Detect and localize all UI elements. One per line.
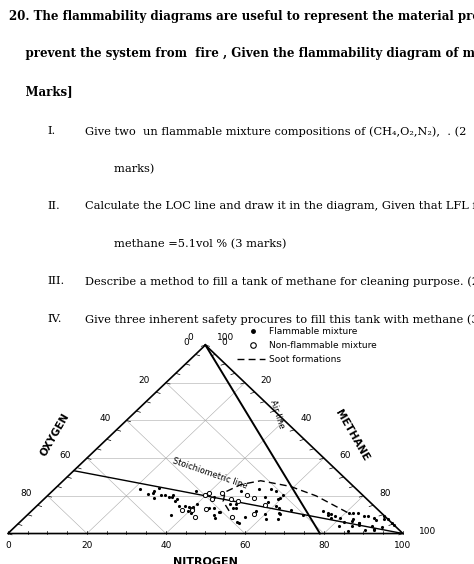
Text: IV.: IV.	[47, 314, 62, 324]
Text: 20: 20	[139, 376, 150, 385]
Text: methane =5.1vol % (3 marks): methane =5.1vol % (3 marks)	[85, 239, 287, 249]
Text: Air line: Air line	[268, 399, 286, 430]
Text: 40: 40	[99, 414, 110, 423]
Text: Give two  un flammable mixture compositions of (CH₄,O₂,N₂),  . (2: Give two un flammable mixture compositio…	[85, 126, 467, 136]
Text: 80: 80	[379, 489, 391, 498]
Text: 20. The flammability diagrams are useful to represent the material properties an: 20. The flammability diagrams are useful…	[9, 10, 474, 23]
Text: I.: I.	[47, 126, 55, 136]
Text: 60: 60	[60, 451, 71, 460]
Text: Marks]: Marks]	[9, 85, 73, 98]
Text: 80: 80	[20, 489, 32, 498]
Text: 60: 60	[340, 451, 351, 460]
Text: 40: 40	[300, 414, 311, 423]
Text: 40: 40	[160, 541, 172, 550]
Text: 0: 0	[5, 541, 11, 550]
Text: prevent the system from  fire , Given the flammability diagram of methane gas [1: prevent the system from fire , Given the…	[9, 47, 474, 60]
Text: Soot formations: Soot formations	[269, 355, 341, 364]
Text: II.: II.	[47, 201, 60, 211]
Text: marks): marks)	[85, 164, 155, 174]
Text: 0: 0	[184, 338, 190, 347]
Text: Stoichiometric line: Stoichiometric line	[172, 456, 249, 490]
Text: Non-flammable mixture: Non-flammable mixture	[269, 341, 376, 350]
Text: 0: 0	[188, 333, 193, 342]
Text: NITROGEN: NITROGEN	[173, 557, 238, 564]
Text: OXYGEN: OXYGEN	[39, 412, 72, 458]
Text: METHANE: METHANE	[333, 408, 370, 462]
Text: 0: 0	[221, 338, 227, 347]
Text: Flammable mixture: Flammable mixture	[269, 327, 357, 336]
Text: III.: III.	[47, 276, 64, 287]
Text: 100: 100	[419, 527, 436, 536]
Text: 60: 60	[239, 541, 251, 550]
Text: 80: 80	[318, 541, 329, 550]
Text: 20: 20	[81, 541, 92, 550]
Text: 20: 20	[261, 376, 272, 385]
Text: Give three inherent safety procures to fill this tank with methane (3 Mark): Give three inherent safety procures to f…	[85, 314, 474, 325]
Text: 100: 100	[217, 333, 235, 342]
Text: 100: 100	[394, 541, 411, 550]
Text: Calculate the LOC line and draw it in the diagram, Given that LFL for: Calculate the LOC line and draw it in th…	[85, 201, 474, 211]
Text: Describe a method to fill a tank of methane for cleaning purpose. (2 mark.: Describe a method to fill a tank of meth…	[85, 276, 474, 287]
